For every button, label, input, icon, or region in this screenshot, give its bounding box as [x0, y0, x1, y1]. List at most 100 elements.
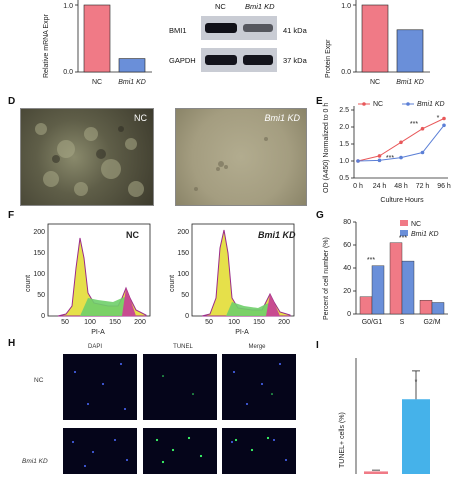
cycle-legend-kd: Bmi1 KD — [411, 231, 439, 238]
flow-nc-svg: count 0 50 100 150 200 50 100 150 200 NC… — [25, 223, 151, 336]
growth-xtick-label: 0 h — [353, 183, 363, 190]
cycle-legend-nc: NC — [411, 221, 421, 228]
flow-kd-ylabel: count — [169, 275, 176, 292]
cycle-bar — [419, 299, 433, 315]
growth-xticks: 0 h 24 h 48 h 72 h 96 h — [353, 183, 451, 190]
flow-kd-ytick-100: 100 — [177, 271, 189, 278]
tunel-col-dapi: DAPI — [87, 344, 102, 350]
growth-legend-nc: NC — [373, 101, 383, 108]
wb-size-bmi1: 41 kDa — [283, 26, 307, 35]
panel-letter-h: H — [8, 338, 16, 349]
protein-cat-nc: NC — [370, 79, 380, 86]
flow-kd-g2-peak — [266, 294, 280, 316]
wb-strip-bmi1 — [201, 16, 277, 40]
wb-band-bmi1-kd — [243, 24, 273, 32]
cycle-bar — [401, 260, 415, 315]
flow-kd-xtick-100: 100 — [228, 319, 240, 326]
cycle-sig-s: *** — [399, 235, 407, 242]
tunel-chart: TUNEL+ cells (%) * — [318, 348, 474, 474]
growth-point — [356, 159, 360, 163]
flow-kd-s-phase — [226, 302, 276, 316]
flow-kd-ytick-200: 200 — [177, 229, 189, 236]
tunel-row-kd: Bmi1 KD — [22, 458, 48, 465]
growth-point — [399, 155, 403, 160]
growth-ytick-label: 1.0 — [339, 158, 349, 165]
growth-ytick-label: 0.5 — [339, 175, 349, 182]
panel-letter-i: I — [316, 340, 319, 351]
growth-chart: OD (A450) Normalized to 0 h 0.5 1.0 1.5 2.0… — [318, 98, 474, 210]
wb-row-bmi1: BMI1 — [169, 26, 187, 35]
growth-xtick-label: 24 h — [373, 183, 387, 190]
mrna-chart: Relative mRNA Expr 1.0 0.0 NC Bmi1 KD — [0, 0, 160, 90]
cycle-chart: Percent of cell number (%) 0 20 40 60 80 G0/… — [318, 212, 474, 338]
western-blot: NC Bmi1 KD BMI1 GAPDH 41 kDa 37 kDa — [165, 0, 315, 85]
tunel-row-nc: NC — [34, 377, 44, 384]
flow-nc-g2-peak — [122, 288, 136, 316]
flow-nc-ytick-0: 0 — [41, 313, 45, 320]
tunel-col-tunel: TUNEL — [173, 344, 193, 350]
wb-header-nc: NC — [215, 2, 226, 11]
flow-nc-s-phase — [80, 296, 132, 316]
mrna-ylabel: Relative mRNA Expr — [43, 14, 50, 78]
tunel-nc-merge — [222, 354, 296, 420]
wb-band-bmi1-nc — [205, 23, 237, 33]
cycle-ytick-label: 60 — [343, 242, 351, 249]
cycle-bar — [359, 296, 373, 315]
tunel-ylabel: TUNEL+ cells (%) — [339, 412, 346, 468]
cycle-bar — [431, 302, 445, 315]
wb-size-gapdh: 37 kDa — [283, 56, 307, 65]
growth-point — [420, 126, 425, 131]
cycle-bars — [359, 242, 445, 315]
tunel-bar-nc — [364, 471, 388, 474]
tunel-nc-dapi-cells — [74, 363, 126, 410]
growth-point — [377, 154, 382, 158]
cycle-ytick-label: 20 — [343, 288, 351, 295]
protein-tick-1: 1.0 — [341, 3, 351, 10]
cycle-ylabel: Percent of cell number (%) — [323, 237, 330, 320]
cycle-ytick-label: 40 — [343, 265, 351, 272]
cycle-xtick-label: G0/G1 — [362, 319, 383, 326]
growth-legend-kd: Bmi1 KD — [417, 101, 445, 108]
tunel-kd-tunel — [143, 428, 217, 474]
cycle-xtick-label: G2/M — [423, 319, 440, 326]
protein-tick-0: 0.0 — [341, 69, 351, 76]
flow-nc-xtick-100: 100 — [84, 319, 96, 326]
panel-letter-e: E — [316, 96, 323, 107]
flow-nc-xtick-150: 150 — [109, 319, 121, 326]
flow-kd-ytick-50: 50 — [181, 292, 189, 299]
growth-point — [442, 123, 446, 128]
growth-series — [356, 116, 446, 163]
cycle-bar — [371, 265, 385, 315]
cycle-xticks: G0/G1 S G2/M — [362, 319, 441, 326]
growth-chart-svg: OD (A450) Normalized to 0 h 0.5 1.0 1.5 2.0… — [323, 101, 451, 204]
micro-nc: NC — [20, 108, 154, 206]
flow-nc-xtick-50: 50 — [61, 319, 69, 326]
growth-point — [442, 116, 446, 121]
flow-kd-xtick-150: 150 — [253, 319, 265, 326]
mrna-bar-nc — [83, 4, 111, 73]
growth-xlabel: Culture Hours — [380, 197, 424, 204]
flow-kd-ytick-150: 150 — [177, 250, 189, 257]
tunel-kd-merge-cells — [231, 436, 287, 461]
growth-point — [399, 140, 403, 145]
cycle-xtick-label: S — [400, 319, 405, 326]
flow-kd-g1-peak — [201, 229, 291, 317]
growth-line — [357, 118, 445, 162]
micro-kd-texture — [194, 137, 268, 191]
flow-kd-label: Bmi1 KD — [258, 230, 296, 240]
mrna-tick-1: 1.0 — [63, 3, 73, 10]
flow-kd-xlabel: PI-A — [235, 329, 249, 336]
wb-band-gapdh-kd — [243, 55, 273, 65]
cycle-yticks: 0 20 40 60 80 — [343, 219, 356, 318]
tunel-nc-tunel — [143, 354, 217, 420]
tunel-kd-tunel-cells — [155, 436, 203, 464]
growth-ytick-label: 2.0 — [339, 124, 349, 131]
flow-nc: count 0 50 100 150 200 50 100 150 200 NC… — [18, 218, 158, 338]
flow-kd-ytick-0: 0 — [185, 313, 189, 320]
micro-kd-label: Bmi1 KD — [264, 113, 300, 123]
cycle-chart-svg: Percent of cell number (%) 0 20 40 60 80 G0/… — [323, 219, 448, 326]
protein-bar-kd — [396, 29, 424, 73]
mrna-bar-kd — [118, 58, 146, 73]
flow-nc-xlabel: PI-A — [91, 329, 105, 336]
tunel-nc-merge-cells — [233, 363, 281, 405]
